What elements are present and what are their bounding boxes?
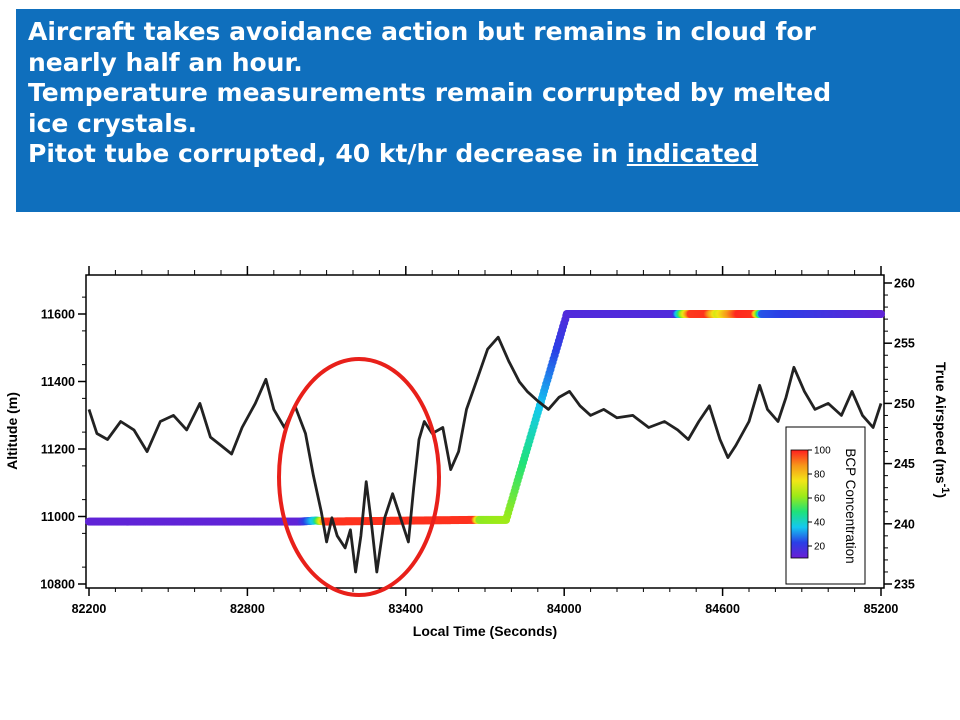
x-tick-label: 85200 <box>864 602 899 616</box>
altitude-point <box>877 310 885 318</box>
caption-line-3: Temperature measurements remain corrupte… <box>28 78 832 107</box>
right-axis-title-end: ) <box>933 493 949 498</box>
right-axis-title: True Airspeed (ms-1) <box>933 362 951 498</box>
colorbar-tick-label: 20 <box>814 542 826 553</box>
colorbar-tick-label: 80 <box>814 470 826 481</box>
left-tick-label: 11200 <box>41 443 75 457</box>
x-tick-label: 82800 <box>230 602 265 616</box>
colorbar-ticks: 20 40 60 80 100 <box>808 446 831 553</box>
x-axis-title: Local Time (Seconds) <box>413 623 557 639</box>
airspeed-line <box>87 335 883 574</box>
right-tick-label: 245 <box>894 457 915 471</box>
caption-line-4: ice crystals. <box>28 108 198 138</box>
right-tick-label: 240 <box>894 517 915 531</box>
x-tick-label: 83400 <box>388 602 423 616</box>
caption-underlined-word: indicated <box>626 139 759 168</box>
x-tick-label: 84600 <box>705 602 740 616</box>
colorbar: 20 40 60 80 100 BCP Concentration <box>785 426 866 585</box>
left-tick-label: 11600 <box>41 308 75 322</box>
left-axis-title: Altitude (m) <box>4 392 20 470</box>
caption-line-5-text: Pitot tube corrupted, 40 kt/hr decrease … <box>28 139 627 168</box>
altitude-series <box>85 310 885 526</box>
caption-banner: Aircraft takes avoidance action but rema… <box>16 9 960 212</box>
x-tick-label: 84000 <box>547 602 582 616</box>
right-axis-title-main: True Airspeed (ms <box>933 362 949 484</box>
annotation-ellipse <box>277 357 441 597</box>
colorbar-tick-label: 100 <box>814 446 831 457</box>
right-tick-label: 255 <box>894 337 915 351</box>
left-axis-ticks: 10800 11000 11200 11400 11600 <box>40 296 86 592</box>
left-tick-label: 11000 <box>41 510 75 524</box>
right-axis-ticks: 235 240 245 250 255 260 <box>884 277 915 592</box>
colorbar-tick-label: 40 <box>814 518 826 529</box>
caption-line-2: nearly half an hour. <box>28 47 303 77</box>
x-tick-label: 82200 <box>72 602 107 616</box>
colorbar-label: BCP Concentration <box>843 448 858 563</box>
left-tick-label: 11400 <box>41 375 75 389</box>
caption-line-5: Pitot tube corrupted, 40 kt/hr decrease … <box>28 139 948 170</box>
right-axis-title-sup: -1 <box>939 484 951 494</box>
caption-line-1: Aircraft takes avoidance action but rema… <box>28 17 816 46</box>
right-tick-label: 235 <box>894 578 915 592</box>
left-tick-label: 10800 <box>40 578 75 592</box>
right-tick-label: 250 <box>894 397 915 411</box>
colorbar-tick-label: 60 <box>814 494 826 505</box>
colorbar-gradient <box>790 449 809 559</box>
x-axis-ticks: 82200 82800 83400 84000 84600 85200 <box>72 266 899 616</box>
right-tick-label: 260 <box>894 277 915 291</box>
plot-frame <box>85 274 885 589</box>
airspeed-series <box>87 335 883 574</box>
